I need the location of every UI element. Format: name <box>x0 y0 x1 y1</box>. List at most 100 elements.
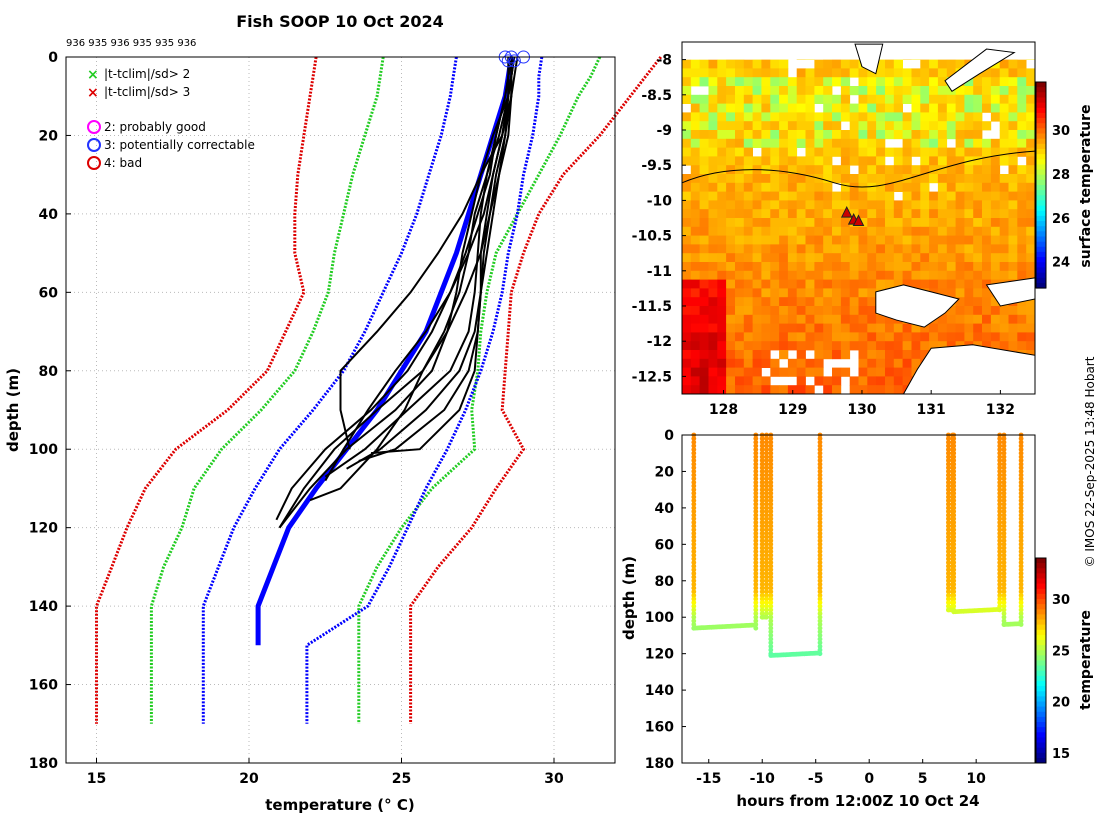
map-cell <box>823 314 833 324</box>
section-tick-label-x: -10 <box>750 771 776 787</box>
map-cell <box>858 165 868 175</box>
map-cell <box>717 341 727 351</box>
map-cell <box>964 86 974 96</box>
map-cell <box>770 279 780 289</box>
map-cell <box>682 262 692 272</box>
colorbar-segment <box>1036 691 1046 697</box>
map-cell <box>937 226 948 236</box>
map-cell <box>858 200 868 210</box>
section-point <box>946 461 951 467</box>
section-point <box>759 600 765 605</box>
section-point <box>1018 505 1024 511</box>
section-point <box>753 472 759 478</box>
map-tick-label-x: 130 <box>847 402 876 418</box>
map-cell <box>699 94 709 104</box>
section-point <box>768 614 774 620</box>
section-colorbar-label: temperature <box>1078 610 1094 710</box>
colorbar-segment <box>1036 154 1046 160</box>
section-point <box>768 494 774 500</box>
map-cell <box>752 332 762 342</box>
map-cell <box>867 165 877 175</box>
map-cell <box>955 174 965 184</box>
map-cell <box>726 297 736 307</box>
map-cell <box>805 191 815 201</box>
map-cell <box>999 103 1009 113</box>
section-point <box>817 520 823 525</box>
map-cell <box>770 156 780 166</box>
section-point <box>1018 469 1024 474</box>
section-point <box>1001 607 1007 613</box>
section-point <box>997 538 1003 544</box>
map-cell <box>929 130 939 140</box>
section-point <box>1018 582 1024 587</box>
map-cell <box>929 244 939 254</box>
map-cell <box>1017 332 1027 342</box>
section-point <box>768 560 774 565</box>
map-cell <box>937 130 948 140</box>
map-cell <box>982 182 992 192</box>
map-cell <box>699 156 709 166</box>
section-point <box>817 531 823 536</box>
section-point <box>753 538 759 544</box>
map-cell <box>1026 174 1036 184</box>
section-point <box>764 487 769 493</box>
map-cell <box>699 165 709 175</box>
section-point <box>768 469 774 474</box>
map-cell <box>832 112 842 122</box>
map-cell <box>832 385 842 395</box>
tick-label-y: 60 <box>39 285 59 301</box>
map-cell <box>805 235 815 245</box>
section-point <box>1018 516 1024 522</box>
colorbar-segment <box>1036 282 1046 289</box>
section-point <box>997 574 1003 580</box>
map-cell <box>885 323 895 333</box>
map-cell <box>929 235 939 245</box>
section-point <box>817 439 823 445</box>
credit-text: © IMOS 22-Sep-2025 13:48 Hobart <box>1083 356 1097 567</box>
section-point <box>1001 512 1007 518</box>
section-point <box>764 578 769 584</box>
map-cell <box>726 385 736 395</box>
map-cell <box>937 156 948 166</box>
map-cell <box>761 130 771 140</box>
map-cell <box>1008 253 1018 263</box>
section-point <box>817 589 823 595</box>
map-tick-label-y: -11.5 <box>632 299 672 315</box>
map-cell <box>743 130 753 140</box>
map-cell <box>973 270 983 280</box>
map-cell <box>717 350 727 360</box>
map-cell <box>876 59 886 69</box>
map-cell <box>787 138 798 148</box>
map-cell <box>911 138 921 148</box>
section-point <box>764 498 769 503</box>
section-point <box>951 596 957 602</box>
map-cell <box>1026 112 1036 122</box>
map-cell <box>682 306 692 316</box>
map-cell <box>796 367 806 377</box>
section-point <box>1018 512 1024 518</box>
map-cell <box>973 200 983 210</box>
section-point <box>946 520 951 525</box>
map-cell <box>920 279 930 289</box>
map-cell <box>814 59 824 69</box>
map-cell <box>752 306 762 316</box>
colorbar-segment <box>1036 624 1046 631</box>
map-cell <box>964 253 974 263</box>
map-cell <box>787 323 798 333</box>
map-cell <box>840 314 851 324</box>
map-cell <box>840 174 851 184</box>
map-cell <box>823 297 833 307</box>
section-point <box>768 603 774 609</box>
map-cell <box>920 94 930 104</box>
map-cell <box>779 147 789 157</box>
map-cell <box>682 174 692 184</box>
map-cell <box>1026 226 1036 236</box>
section-point <box>768 633 774 638</box>
map-cell <box>982 86 992 96</box>
map-cell <box>832 147 842 157</box>
map-cell <box>787 226 798 236</box>
map-cell <box>752 174 762 184</box>
section-point <box>759 563 765 569</box>
map-cell <box>682 253 692 263</box>
